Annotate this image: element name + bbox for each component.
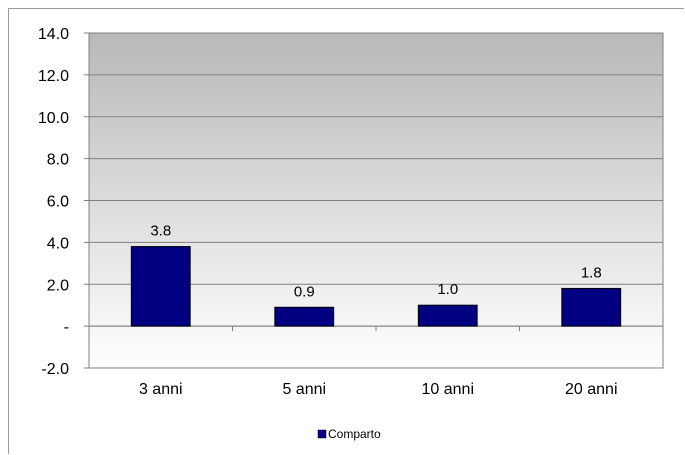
bars <box>130 246 622 327</box>
y-tick-label: 4.0 <box>47 235 69 252</box>
data-labels: 3.8 0.9 1.0 1.8 <box>150 223 601 301</box>
y-tick-label: 14.0 <box>38 26 69 43</box>
bar-20-anni <box>561 287 622 327</box>
y-tick-label: -2.0 <box>41 361 69 378</box>
y-tick-label: 6.0 <box>47 194 69 211</box>
x-tick-label: 5 anni <box>282 381 326 398</box>
data-label: 1.0 <box>437 281 458 298</box>
y-tick-label: 2.0 <box>47 277 69 294</box>
x-tick-label: 20 anni <box>565 381 618 398</box>
x-tick-label: 10 anni <box>422 381 475 398</box>
legend-label-comparto: Comparto <box>328 427 381 441</box>
y-tick-label: 10.0 <box>38 110 69 127</box>
data-label: 1.8 <box>581 264 602 281</box>
y-tick-label: - <box>64 319 69 336</box>
y-tick-label: 8.0 <box>47 152 69 169</box>
y-tick-label: 12.0 <box>38 68 69 85</box>
x-tick-label: 3 anni <box>139 381 183 398</box>
y-tick-labels: -2.0-2.04.06.08.010.012.014.0 <box>38 26 69 378</box>
data-label: 0.9 <box>294 283 315 300</box>
bar-10-anni <box>417 304 478 327</box>
x-tick-labels: 3 anni 5 anni 10 anni 20 anni <box>139 381 618 398</box>
data-label: 3.8 <box>150 223 171 240</box>
legend: Comparto <box>317 427 381 441</box>
chart-frame <box>8 8 684 454</box>
legend-swatch-comparto <box>317 429 327 439</box>
bar-3-anni <box>130 246 191 327</box>
bar-5-anni <box>274 306 335 327</box>
